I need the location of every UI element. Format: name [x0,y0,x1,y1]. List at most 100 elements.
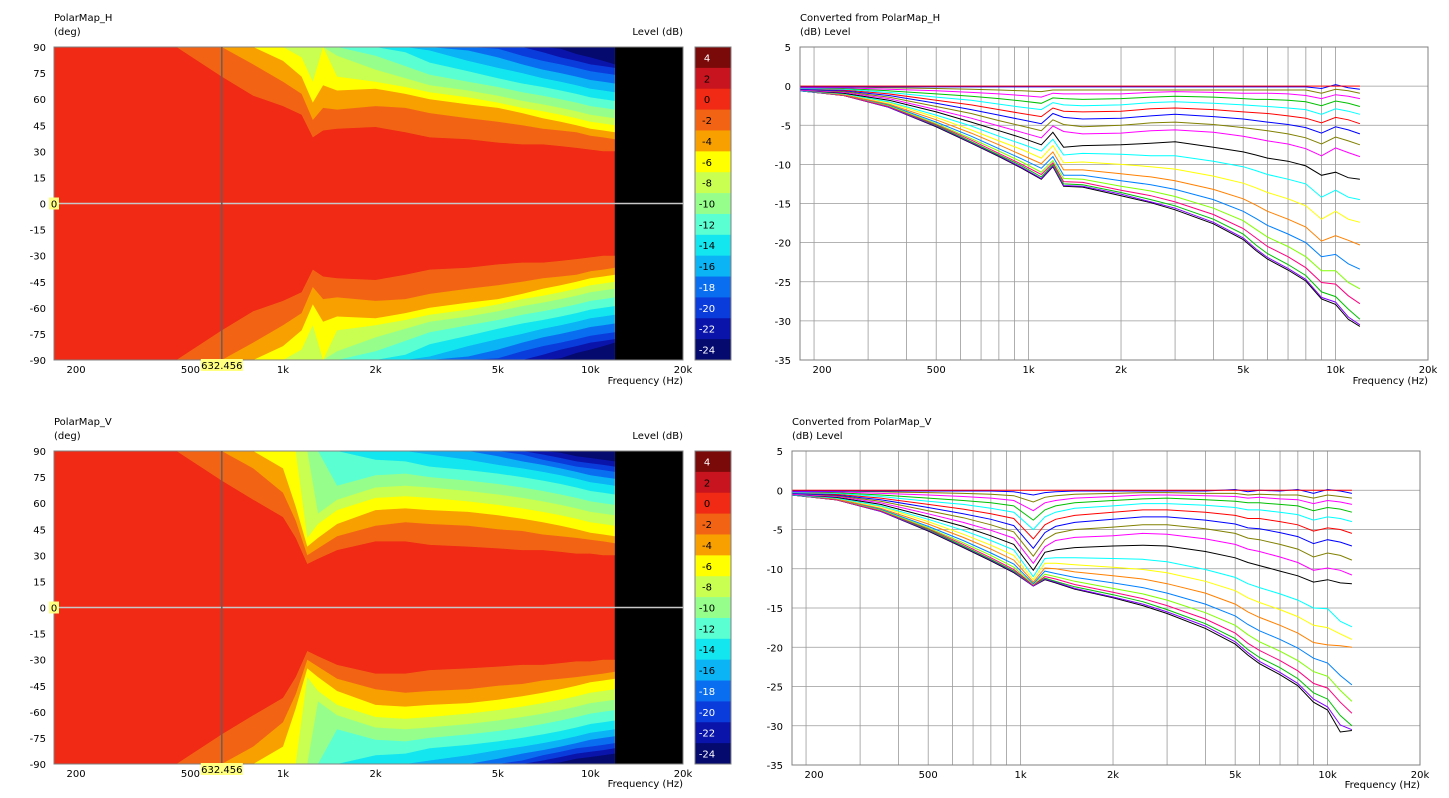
series-line [791,494,1353,686]
colorbar-swatch [695,88,731,111]
y-tick-label: -5 [773,526,783,537]
series-line [800,86,1361,94]
x-tick-label: 2k [369,769,381,780]
x-tick-label: 5k [492,365,504,376]
heatmap-band-upper-m24 [54,451,615,462]
y-tick-label: 75 [33,69,46,80]
colorbar-swatch [695,234,731,257]
plot-frame [791,450,1421,766]
series-line [791,493,1352,648]
x-tick-label: 5k [492,769,504,780]
y-tick-label: -10 [767,565,783,576]
y-tick-label: 90 [33,447,46,458]
colorbar-level-label: -24 [699,346,715,357]
y-tick-label: -45 [30,278,46,289]
x-tick-label: 1k [1023,365,1035,376]
y-tick-label: -20 [767,643,783,654]
conv_h-linechart: 5 0 -5 -10 -15 -20 -25 -30 -35 200 500 1k 2k 5k 10k 20k [775,43,1438,376]
colorbar-swatch [695,701,731,723]
y-tick-label: 0 [777,486,783,497]
x-tick-label: 500 [919,770,938,781]
colorbar-level-label: -8 [702,583,712,594]
colorbar-swatch [695,130,731,152]
y-tick-label: 30 [33,147,46,158]
x-tick-label: 2k [369,365,381,376]
y-tick-label: 30 [33,551,46,562]
conv-h-xlabel: Frequency (Hz) [1353,376,1429,387]
conv_v-linechart: 5 0 -5 -10 -15 -20 -25 -30 -35 200 500 1k 2k 5k 10k 20k [767,447,1430,781]
y-tick-label: 90 [33,43,46,54]
x-tick-label: 1k [277,365,289,376]
y-tick-label: 45 [33,525,46,536]
colorbar-level-label: -18 [699,283,715,294]
y-tick-label: -35 [767,761,783,772]
y-tick-label: -15 [30,226,46,237]
series-line [799,89,1361,223]
polar-h-title: PolarMap_H [54,13,112,24]
colorbar-swatch [695,67,731,90]
colorbar-swatch [695,555,731,577]
colorbar-swatch [695,276,731,298]
series-line [791,493,1353,576]
y-tick-label: 75 [33,473,46,484]
colorbar-level-label: -6 [702,562,712,573]
cursor-x-label-bg [200,763,243,775]
conv-h-title: Converted from PolarMap_H [800,13,940,24]
series-line [791,493,1353,640]
cursor-y-label: 0 [51,200,57,211]
colorbar-level-label: -24 [699,750,715,761]
colorbar-swatch [695,576,731,598]
y-tick-label: -15 [767,604,783,615]
series-line [799,88,1361,115]
series-line [792,490,1352,503]
x-tick-label: 2k [1107,770,1119,781]
y-tick-label: 60 [33,499,46,510]
conv-h-ylabel: (dB) Level [800,27,851,38]
y-tick-label: -30 [775,317,791,328]
polar-v-ylabel: (deg) [54,431,81,442]
cursor-x-label: 632.456 [201,765,242,776]
cursor-y-label-bg [49,197,59,210]
y-tick-label: -90 [30,356,46,367]
colorbar-swatch [695,109,731,131]
series-line [800,87,1360,100]
x-tick-label: 500 [181,769,200,780]
colorbar-level-label: -12 [699,220,715,231]
x-tick-label: 20k [1419,365,1438,376]
cursor-x-label: 632.456 [201,361,242,372]
colorbar-level-label: -10 [699,200,715,211]
heatmap-band-upper-m14 [54,451,615,495]
colorbar-level-label: -2 [702,116,712,127]
colorbar-swatch [695,659,731,682]
colorbar-swatch [695,597,731,619]
colorbar-swatch [695,339,731,361]
colorbar-level-label: 4 [704,457,710,468]
series-line [791,491,1353,521]
series-line [799,90,1361,305]
colorbar-level-label: 4 [704,53,710,64]
x-tick-label: 200 [67,365,86,376]
y-tick-label: -35 [775,356,791,367]
x-tick-label: 10k [581,365,600,376]
y-tick-label: -25 [767,683,783,694]
colorbar-swatch [695,318,731,340]
colorbar-level-label: 0 [704,95,710,106]
series-line [799,89,1360,180]
series-line [791,493,1352,585]
x-tick-label: 2k [1115,365,1127,376]
y-tick-label: -20 [775,239,791,250]
heatmap-band-lower-m16 [54,314,615,360]
series-line [791,492,1353,561]
series-line [799,88,1361,146]
colorbar-level-label: 2 [704,74,710,85]
heatmap-band-lower-m24 [54,753,615,764]
y-tick-label: 15 [33,577,46,588]
series-line [791,494,1353,731]
series-line [799,90,1361,320]
colorbar-swatch [695,193,731,215]
plot-frame [799,46,1429,361]
series-line [791,492,1353,540]
series-line [799,87,1361,107]
y-tick-label: -45 [30,682,46,693]
